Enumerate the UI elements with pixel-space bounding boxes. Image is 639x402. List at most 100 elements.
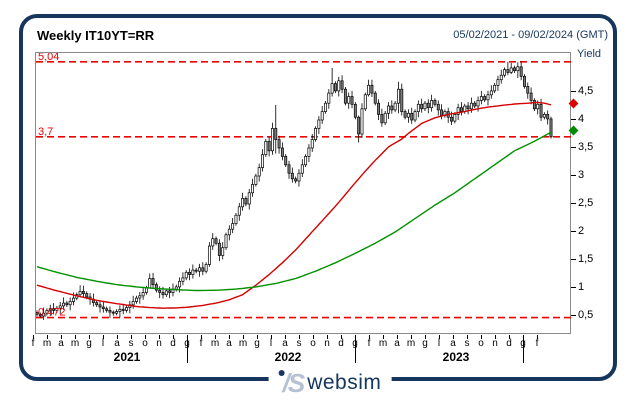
y-axis-tick [571,119,576,120]
month-label: o [310,338,316,349]
y-axis-tick [571,175,576,176]
month-tick [145,335,146,339]
svg-text:3,7: 3,7 [38,126,53,138]
month-label: f [535,338,539,349]
candlestick-chart: 5,04 3,7 0,472 [36,53,572,320]
year-label: 2021 [113,350,141,364]
month-tick [257,335,258,339]
month-label: a [394,338,400,349]
plot-area[interactable]: 5,04 3,7 0,472 [35,52,572,334]
month-tick [131,335,132,339]
year-label: 2023 [442,350,470,364]
month-tick [411,335,412,339]
month-tick [453,335,454,339]
y-axis-tick [571,231,576,232]
month-tick [89,335,90,339]
month-tick [495,335,496,339]
month-label: f [31,338,35,349]
month-tick [537,335,538,339]
month-label: g [86,338,92,349]
month-tick [243,335,244,339]
month-tick [75,335,76,339]
year-divider [355,337,356,363]
month-label: a [58,338,64,349]
svg-text:0,472: 0,472 [38,307,66,319]
month-tick [467,335,468,339]
month-label: f [199,338,203,349]
logo-dot-icon [278,370,285,376]
y-axis-title: Yield [577,48,602,60]
month-tick [509,335,510,339]
month-tick [439,335,440,339]
y-axis-tick [571,147,576,148]
y-tick-label: 4 [578,113,585,125]
month-tick [215,335,216,339]
y-tick-label: 0,5 [578,309,594,321]
year-label: 2022 [274,350,302,364]
logo-wordmark: websim [307,371,382,394]
month-label: s [128,338,134,349]
month-tick [285,335,286,339]
month-label: o [142,338,148,349]
month-label: m [210,338,220,349]
month-label: m [238,338,248,349]
month-tick [327,335,328,339]
y-tick-label: 2 [578,225,585,237]
month-label: l [437,338,441,349]
month-tick [369,335,370,339]
month-tick [61,335,62,339]
chart-title: Weekly IT10YT=RR [37,28,155,43]
month-tick [383,335,384,339]
month-label: s [464,338,470,349]
month-label: n [492,338,498,349]
y-axis-tick [571,203,576,204]
month-tick [159,335,160,339]
month-tick [173,335,174,339]
month-label: s [296,338,302,349]
month-label: a [226,338,232,349]
month-tick [33,335,34,339]
month-label: g [254,338,260,349]
month-label: m [42,338,52,349]
month-label: o [478,338,484,349]
month-tick [481,335,482,339]
month-tick [397,335,398,339]
month-label: m [70,338,80,349]
month-label: f [367,338,371,349]
websim-logo: /S websim [268,367,392,399]
month-label: l [101,338,105,349]
date-range: 05/02/2021 - 09/02/2024 (GMT) [453,29,608,41]
month-label: a [282,338,288,349]
month-tick [201,335,202,339]
month-label: g [422,338,428,349]
y-axis-tick [571,287,576,288]
month-tick [341,335,342,339]
month-label: a [450,338,456,349]
month-label: n [156,338,162,349]
y-tick-label: 3 [578,169,585,181]
month-label: d [506,338,512,349]
month-tick [271,335,272,339]
svg-text:5,04: 5,04 [38,53,59,63]
month-label: d [338,338,344,349]
month-label: d [170,338,176,349]
month-tick [299,335,300,339]
y-tick-label: 1,5 [578,253,594,265]
month-label: m [406,338,416,349]
month-label: m [378,338,388,349]
y-tick-label: 4,5 [578,85,594,97]
y-axis-tick [571,259,576,260]
y-axis-tick [571,91,576,92]
year-divider [187,337,188,363]
y-tick-label: 2,5 [578,197,594,209]
year-divider [523,337,524,363]
month-tick [313,335,314,339]
month-tick [117,335,118,339]
month-label: n [324,338,330,349]
month-label: l [269,338,273,349]
y-tick-label: 1 [578,281,585,293]
month-tick [229,335,230,339]
logo-vs-icon: /S [282,367,306,398]
month-tick [47,335,48,339]
